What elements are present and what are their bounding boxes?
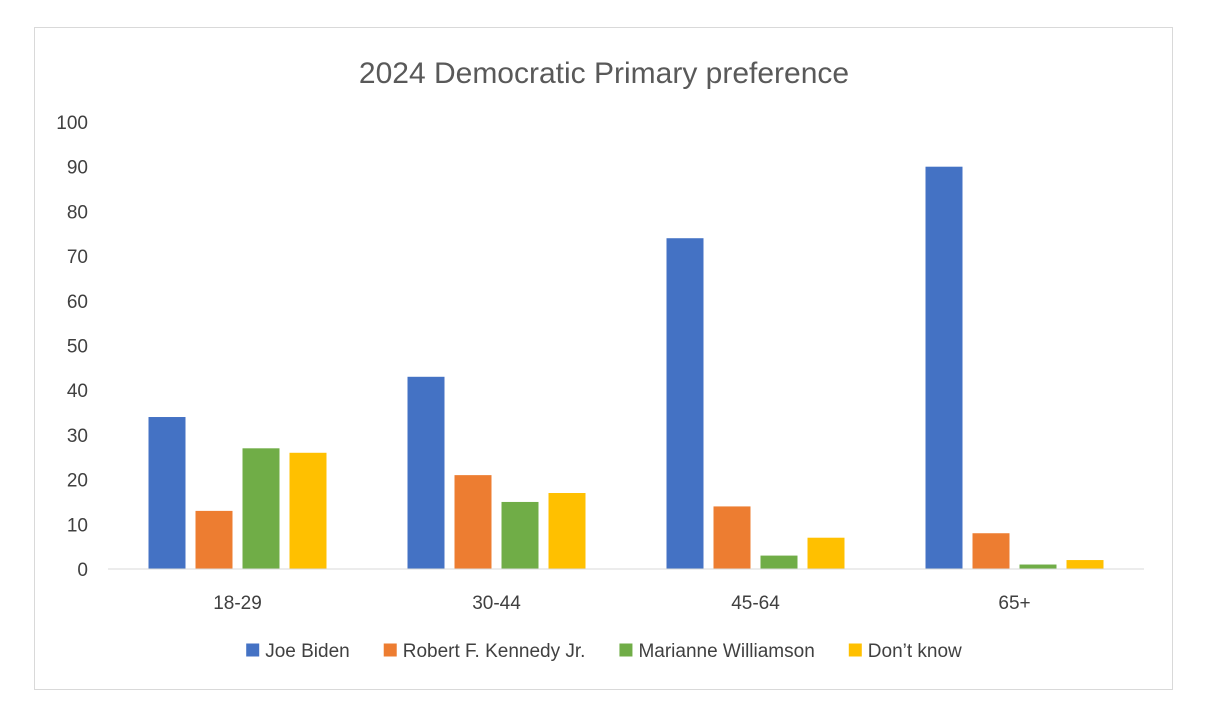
- bar: [1019, 564, 1057, 569]
- x-tick-label: 45-64: [731, 593, 780, 614]
- bar: [501, 501, 539, 569]
- bar: [407, 376, 445, 569]
- y-tick-label: 50: [67, 337, 88, 358]
- bars: [148, 166, 1104, 569]
- chart-frame: [34, 27, 1173, 690]
- legend-swatch: [848, 643, 862, 657]
- chart-title: 2024 Democratic Primary preference: [359, 57, 849, 90]
- bar: [713, 506, 751, 569]
- bar: [195, 510, 233, 569]
- legend-label: Marianne Williamson: [638, 641, 814, 662]
- y-tick-label: 100: [56, 113, 88, 134]
- legend-label: Joe Biden: [265, 641, 350, 662]
- y-tick-label: 60: [67, 292, 88, 313]
- bar: [666, 238, 704, 569]
- legend-label: Robert F. Kennedy Jr.: [403, 641, 586, 662]
- bar: [289, 452, 327, 569]
- legend-item: Robert F. Kennedy Jr.: [383, 641, 586, 662]
- y-tick-label: 90: [67, 158, 88, 179]
- legend-swatch: [619, 643, 633, 657]
- bar: [972, 533, 1010, 569]
- y-tick-label: 10: [67, 515, 88, 536]
- x-axis: 18-29 30-44 45-64 65+: [108, 568, 1144, 614]
- x-tick-label: 30-44: [472, 593, 521, 614]
- y-axis: 0 10 20 30 40 50 60 70 80 90 100: [56, 113, 88, 581]
- legend-item: Joe Biden: [246, 641, 350, 662]
- x-tick-label: 18-29: [213, 593, 262, 614]
- y-tick-label: 30: [67, 426, 88, 447]
- bar: [1066, 560, 1104, 569]
- y-tick-label: 20: [67, 471, 88, 492]
- legend: Joe Biden Robert F. Kennedy Jr. Marianne W…: [246, 641, 962, 662]
- y-tick-label: 0: [77, 560, 88, 581]
- x-tick-label: 65+: [998, 593, 1030, 614]
- bar: [242, 448, 280, 569]
- legend-label: Don’t know: [868, 641, 962, 662]
- y-tick-label: 40: [67, 381, 88, 402]
- bar: [925, 166, 963, 569]
- y-tick-label: 70: [67, 247, 88, 268]
- legend-item: Marianne Williamson: [619, 641, 815, 662]
- bar: [760, 555, 798, 569]
- bar: [548, 493, 586, 569]
- y-tick-label: 80: [67, 202, 88, 223]
- bar: [148, 417, 186, 569]
- bar: [807, 537, 845, 569]
- legend-swatch: [383, 643, 397, 657]
- legend-item: Don’t know: [848, 641, 962, 662]
- bar: [454, 475, 492, 569]
- legend-swatch: [246, 643, 260, 657]
